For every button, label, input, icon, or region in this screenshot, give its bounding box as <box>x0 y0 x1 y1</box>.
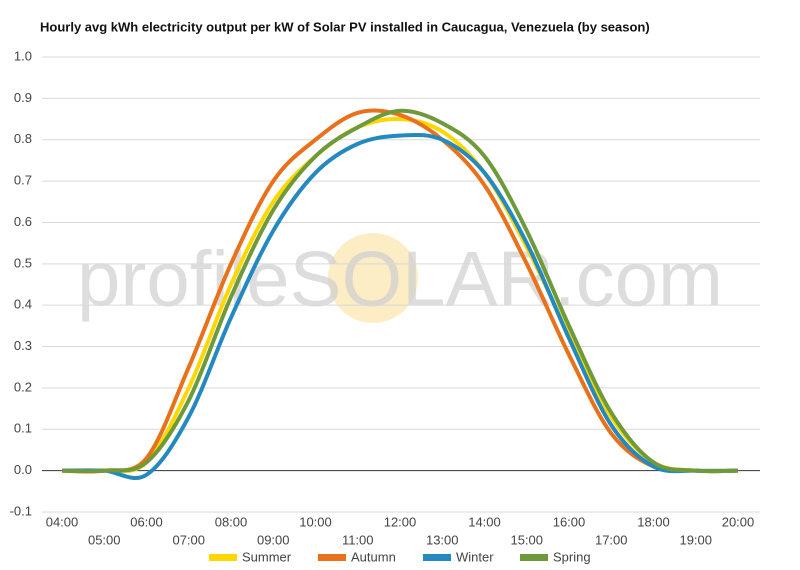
x-tick-label: 16:00 <box>553 514 586 529</box>
series-line <box>61 116 739 474</box>
watermark-sun <box>328 233 418 323</box>
x-tick-label: 04:00 <box>46 514 79 529</box>
series-line <box>61 132 739 480</box>
legend-swatch <box>318 554 346 561</box>
y-tick-label: 0.5 <box>14 255 32 270</box>
x-tick-label: 07:00 <box>172 532 205 547</box>
legend-swatch <box>209 554 237 561</box>
x-tick-label: 05:00 <box>88 532 121 547</box>
x-tick-label: 15:00 <box>510 532 543 547</box>
y-tick-label: -0.1 <box>10 503 32 518</box>
y-tick-label: 0.4 <box>14 297 32 312</box>
x-tick-label: 18:00 <box>637 514 670 529</box>
y-tick-label: 0.8 <box>14 131 32 146</box>
x-tick-label: 08:00 <box>215 514 248 529</box>
y-tick-label: 0.9 <box>14 90 32 105</box>
legend-label: Autumn <box>351 549 396 564</box>
y-tick-label: 1.0 <box>14 48 32 63</box>
x-tick-label: 09:00 <box>257 532 290 547</box>
legend-swatch <box>423 554 451 561</box>
x-tick-label: 19:00 <box>679 532 712 547</box>
legend-label: Winter <box>456 549 494 564</box>
x-tick-label: 10:00 <box>299 514 332 529</box>
x-tick-label: 12:00 <box>384 514 417 529</box>
legend-label: Spring <box>553 549 591 564</box>
x-tick-label: 13:00 <box>426 532 459 547</box>
x-tick-label: 11:00 <box>342 532 374 547</box>
x-tick-label: 17:00 <box>595 532 628 547</box>
legend-swatch <box>520 554 548 561</box>
y-tick-label: 0.7 <box>14 173 32 188</box>
y-tick-label: 0.6 <box>14 214 32 229</box>
series-line <box>61 108 739 474</box>
chart-title: Hourly avg kWh electricity output per kW… <box>40 19 650 34</box>
x-tick-label: 14:00 <box>468 514 501 529</box>
y-tick-label: 0.3 <box>14 338 32 353</box>
series-line <box>61 108 739 474</box>
y-tick-label: 0.2 <box>14 379 32 394</box>
x-tick-label: 06:00 <box>130 514 163 529</box>
y-tick-label: 0.1 <box>14 421 32 436</box>
x-tick-label: 20:00 <box>722 514 755 529</box>
watermark: profileSOLAR.com <box>77 235 723 323</box>
y-tick-label: 0.0 <box>14 462 32 477</box>
legend-label: Summer <box>242 549 292 564</box>
